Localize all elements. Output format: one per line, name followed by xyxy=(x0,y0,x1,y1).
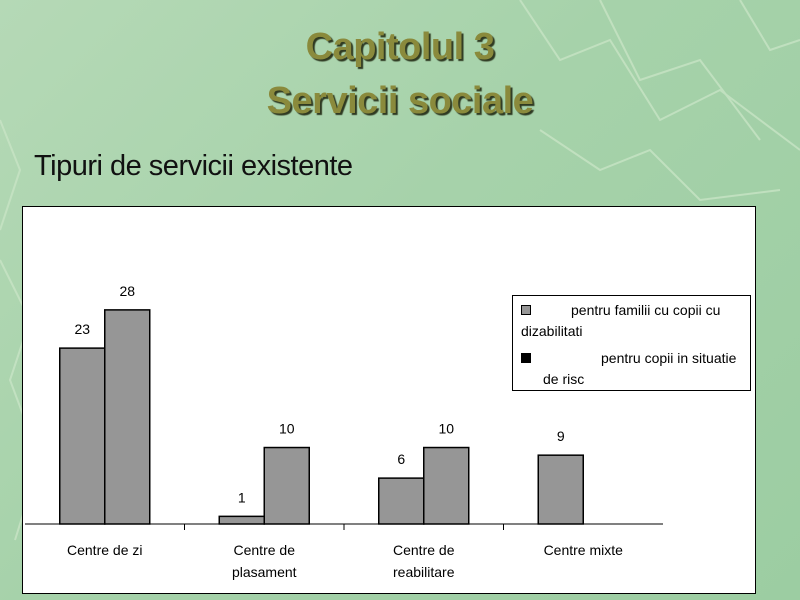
bar-2-1 xyxy=(104,309,151,525)
legend-label-series-1: pentru familii cu copii cu dizabilitati xyxy=(521,302,721,339)
data-label: 6 xyxy=(397,451,405,467)
bar-1-4 xyxy=(537,454,584,525)
data-label: 23 xyxy=(74,321,90,337)
legend-label-series-2: pentru copii in situatie de risc xyxy=(543,350,737,387)
chart-legend: pentru familii cu copii cu dizabilitati … xyxy=(512,295,751,391)
slide-title-line2: Servicii sociale xyxy=(266,80,534,122)
data-label: 28 xyxy=(119,283,135,299)
bar-1-3 xyxy=(378,477,425,525)
data-label: 1 xyxy=(238,489,246,505)
bar-chart: 23 28 Centre de zi 1 10 Centre de plasament 6 10… xyxy=(22,206,756,594)
data-label: 10 xyxy=(438,421,454,437)
data-label: 9 xyxy=(557,428,565,444)
category-label: Centre mixte xyxy=(544,542,624,558)
category-label: Centre de plasament xyxy=(232,542,297,580)
bar-2-3 xyxy=(423,446,470,525)
legend-swatch-series-1 xyxy=(521,305,531,315)
bar-1-1 xyxy=(59,347,106,525)
slide-title-line1: Capitolul 3 xyxy=(305,26,495,68)
category-label: Centre de reabilitare xyxy=(393,542,455,580)
slide-subtitle: Tipuri de servicii existente xyxy=(34,150,353,182)
category-label: Centre de zi xyxy=(67,542,142,558)
data-label: 10 xyxy=(279,421,295,437)
legend-swatch-series-2 xyxy=(521,353,531,363)
bar-1-2 xyxy=(218,515,265,525)
bar-chart-plot: 23 28 Centre de zi 1 10 Centre de plasament 6 10… xyxy=(25,283,663,580)
bar-2-2 xyxy=(263,446,310,525)
